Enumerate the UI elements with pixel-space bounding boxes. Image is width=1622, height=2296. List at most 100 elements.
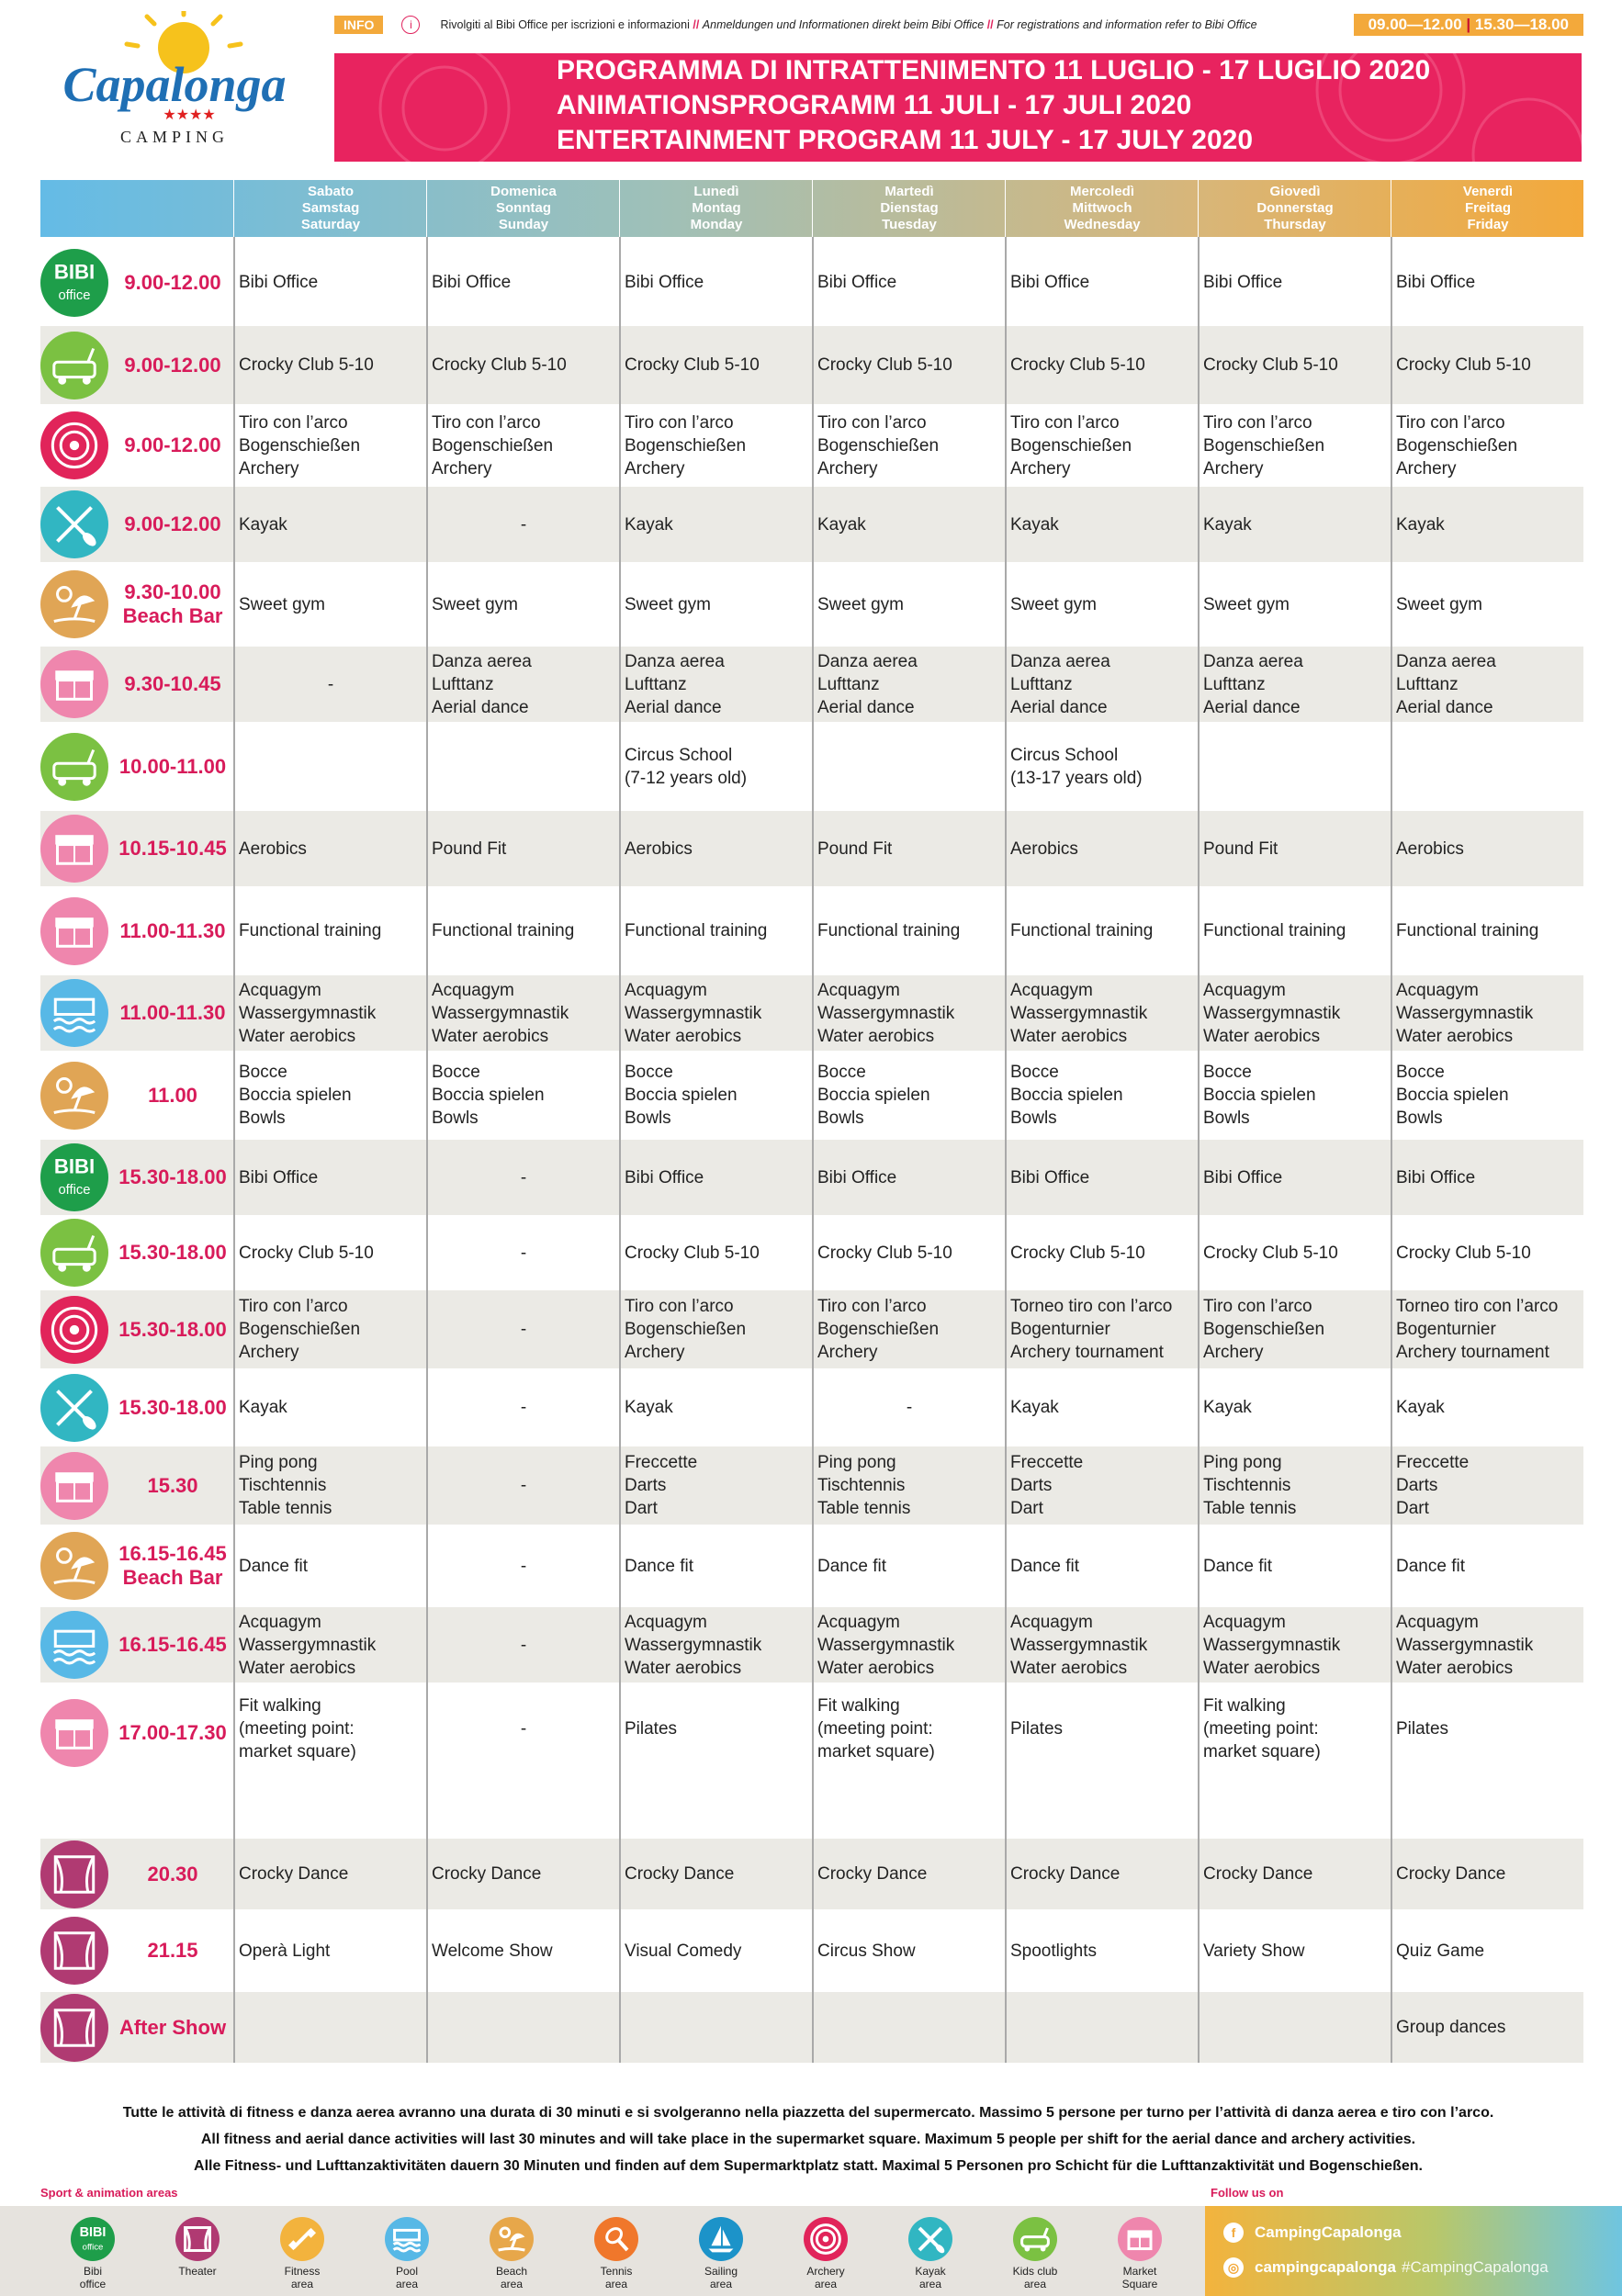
facebook-link[interactable]: f CampingCapalonga (1223, 2223, 1402, 2243)
activity-line: Freccette (1396, 1453, 1470, 1472)
activity-cell: Sweet gym (1203, 593, 1387, 616)
activity-cell: Bibi Office (1010, 1166, 1194, 1189)
activity-line: Quiz Game (1396, 1941, 1485, 1961)
activity-cell: - (432, 1474, 615, 1497)
activity-line: Aerial dance (1010, 698, 1108, 717)
activity-cell: Acquagym Wassergymnastik Water aerobics (1396, 979, 1580, 1048)
time-label: 15.30-18.00 (118, 1165, 227, 1188)
activity-cell: Freccette Darts Dart (1396, 1451, 1580, 1520)
office-hours-afternoon: 15.30—18.00 (1474, 16, 1569, 33)
activity-cell: Bocce Boccia spielen Bowls (1203, 1061, 1387, 1130)
activity-line: Wassergymnastik (625, 1636, 762, 1655)
bibi-office-icon: BIBI office (40, 248, 108, 317)
archery-icon (40, 1295, 108, 1364)
activity-line: market square) (1203, 1741, 1321, 1761)
location-label: Beach Bar (122, 604, 223, 627)
camping-logo: Capalonga ★★★★ CAMPING (37, 5, 312, 149)
activity-cell: Bibi Office (432, 271, 615, 294)
activity-line: Kayak (1203, 514, 1252, 535)
activity-line: Crocky Club 5-10 (1203, 355, 1338, 375)
activity-cell: Functional training (239, 919, 422, 942)
kids-club-icon (1013, 2217, 1057, 2261)
schedule-table: Sabato Samstag Saturday Domenica Sonntag Sund… (40, 180, 1583, 2087)
activity-line: Visual Comedy (625, 1941, 742, 1961)
activity-cell: Crocky Club 5-10 (625, 354, 808, 377)
activity-line: Ping pong (239, 1453, 318, 1472)
activity-cell: - (432, 1242, 615, 1265)
activity-cell: Functional training (1203, 919, 1387, 942)
activity-cell: Operà Light (239, 1940, 422, 1963)
facebook-icon: f (1223, 2223, 1244, 2243)
activity-cell: - (432, 1396, 615, 1419)
activity-cell: Sweet gym (625, 593, 808, 616)
activity-line: Group dances (1396, 2018, 1506, 2037)
activity-line: Danza aerea (1396, 652, 1496, 671)
activity-line: Kayak (1010, 514, 1059, 535)
activity-line: Water aerobics (1396, 1027, 1514, 1046)
day-name-de: Mittwoch (1072, 200, 1132, 216)
activity-line: Acquagym (432, 981, 514, 1000)
activity-line: Acquagym (625, 1613, 707, 1632)
svg-text:BIBI: BIBI (80, 2225, 107, 2240)
activity-line: Functional training (1203, 921, 1346, 940)
day-name-en: Tuesday (882, 217, 937, 232)
activity-line: Water aerobics (239, 1659, 356, 1678)
time-label: 17.00-17.30 (118, 1721, 227, 1744)
column-divider (619, 237, 621, 2063)
activity-cell: Sweet gym (432, 593, 615, 616)
activity-line: Functional training (1010, 921, 1154, 940)
activity-cell: Dance fit (625, 1555, 808, 1578)
activity-line: Aerial dance (1396, 698, 1493, 717)
day-header-tuesday: Martedì Dienstag Tuesday (812, 180, 1006, 237)
activity-line: Ping pong (1203, 1453, 1282, 1472)
activity-cell: Danza aerea Lufttanz Aerial dance (817, 650, 1001, 719)
instagram-handle: campingcapalonga (1255, 2258, 1396, 2276)
market-icon (40, 815, 108, 883)
kids-club-icon (40, 1219, 108, 1287)
day-name-it: Lunedì (693, 184, 739, 199)
activity-line: Crocky Club 5-10 (1010, 1243, 1145, 1263)
activity-line: Crocky Club 5-10 (817, 1243, 952, 1263)
activity-cell: Danza aerea Lufttanz Aerial dance (1010, 650, 1194, 719)
title-english: ENTERTAINMENT PROGRAM 11 JULY - 17 JULY … (557, 125, 1254, 155)
instagram-link[interactable]: ◎ campingcapalonga #CampingCapalonga (1223, 2257, 1549, 2278)
activity-line: Functional training (239, 921, 382, 940)
svg-text:office: office (58, 1183, 90, 1198)
activity-cell: Ping pong Tischtennis Table tennis (1203, 1451, 1387, 1520)
hashtag: #CampingCapalonga (1401, 2258, 1549, 2276)
activity-line: Pound Fit (432, 838, 507, 859)
time-slot: 20.30 (112, 1863, 233, 1886)
day-name-it: Mercoledì (1069, 184, 1135, 199)
activity-line: - (520, 1398, 527, 1417)
activity-line: Acquagym (1010, 981, 1093, 1000)
activity-cell: Torneo tiro con l’arco Bogenturnier Archer… (1010, 1295, 1194, 1364)
activity-line: Pilates (625, 1718, 678, 1739)
time-label: 11.00-11.30 (119, 918, 226, 942)
time-slot: 9.00-12.00 (112, 271, 233, 295)
activity-line: Acquagym (239, 1613, 321, 1632)
social-links: f CampingCapalonga ◎ campingcapalonga #C… (1205, 2206, 1622, 2296)
activity-cell: Pound Fit (817, 838, 1001, 861)
time-label: 9.30-10.45 (124, 672, 221, 695)
activity-cell: Kayak (1010, 1396, 1194, 1419)
info-bar: INFO i Rivolgiti al Bibi Office per iscr… (334, 13, 1583, 37)
activity-line: Functional training (1396, 921, 1539, 940)
logo-wordmark: Capalonga (62, 57, 286, 112)
time-slot: 15.30-18.00 (112, 1241, 233, 1265)
activity-line: Aerobics (1396, 838, 1464, 859)
activity-line: Pound Fit (817, 838, 893, 859)
day-name-en: Friday (1467, 217, 1509, 232)
activity-cell: Bocce Boccia spielen Bowls (239, 1061, 422, 1130)
activity-cell: Kayak (239, 1396, 422, 1419)
activity-line: Pilates (1010, 1718, 1064, 1739)
activity-line: Bocce (625, 1063, 673, 1082)
activity-cell: Fit walking (meeting point: market square) (1203, 1694, 1387, 1763)
activity-line: Sweet gym (1010, 594, 1097, 614)
day-name-de: Freitag (1464, 200, 1511, 216)
activity-cell: Bibi Office (625, 271, 808, 294)
activity-cell: Acquagym Wassergymnastik Water aerobics (1203, 1611, 1387, 1680)
activity-line: Bibi Office (817, 273, 897, 292)
activity-cell: Bocce Boccia spielen Bowls (625, 1061, 808, 1130)
activity-line: Wassergymnastik (239, 1636, 377, 1655)
info-text-en: For registrations and information refer … (997, 18, 1257, 31)
